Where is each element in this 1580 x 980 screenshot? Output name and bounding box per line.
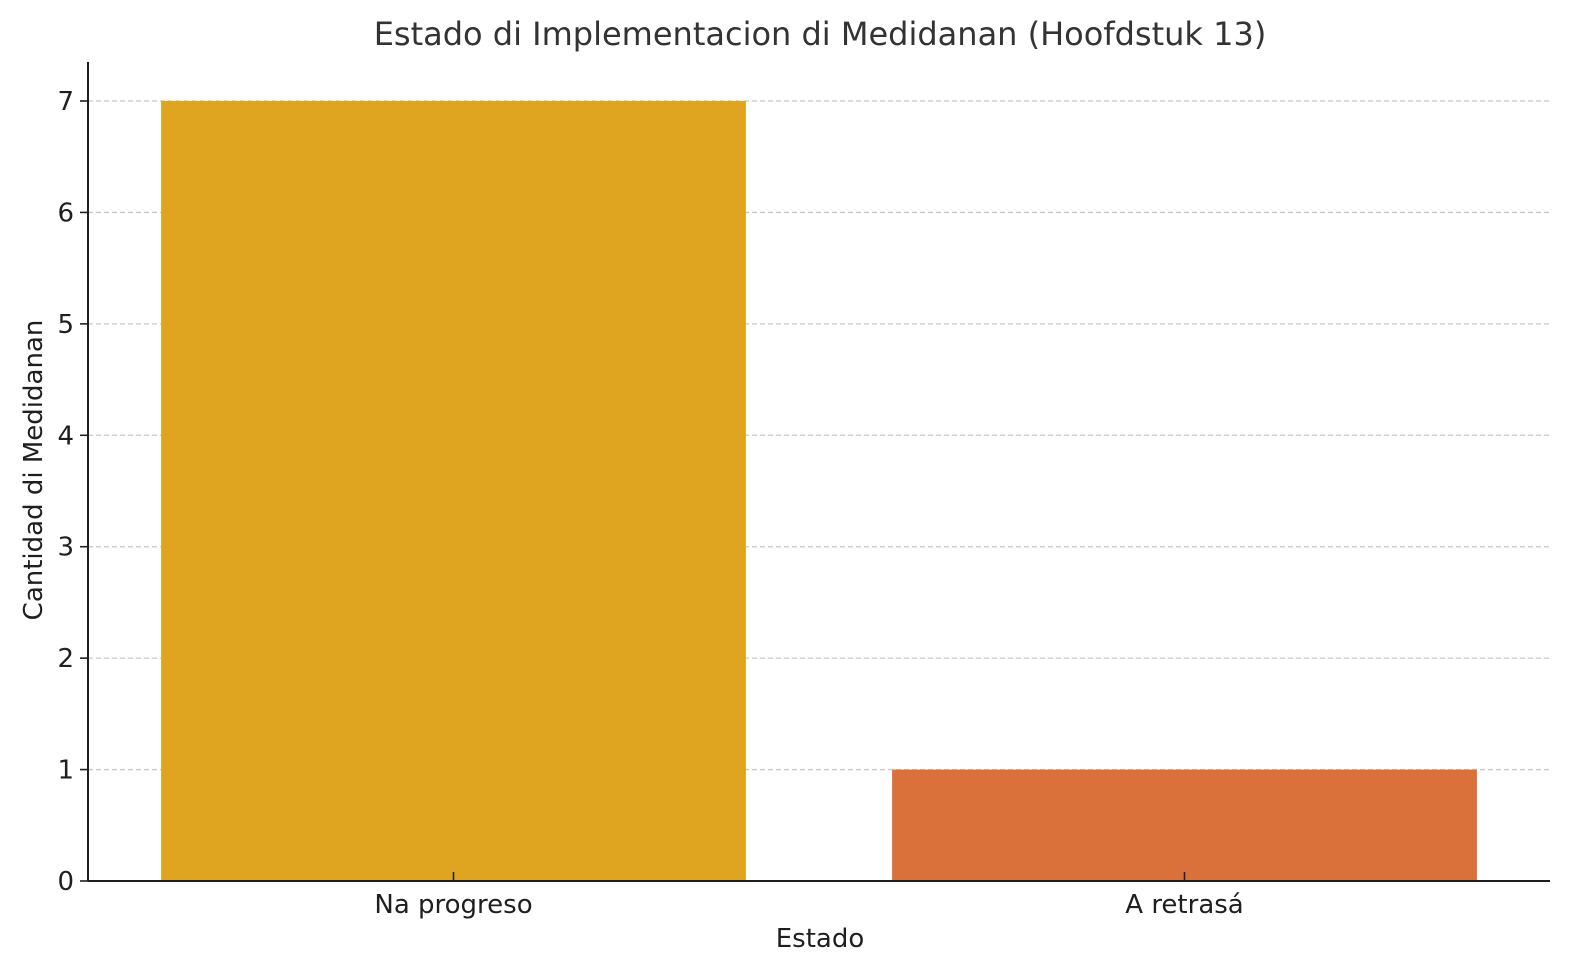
bars xyxy=(161,101,1477,881)
x-tick-label: Na progreso xyxy=(374,890,532,920)
chart-title: Estado di Implementacion di Medidanan (H… xyxy=(374,15,1267,53)
tick-labels: Na progreso A retrasá 0 1 2 3 4 5 6 7 xyxy=(57,87,1243,920)
axes xyxy=(80,62,1550,882)
y-tick-label: 1 xyxy=(57,756,74,786)
x-axis-label: Estado xyxy=(776,924,865,954)
y-axis-label: Cantidad di Medidanan xyxy=(19,320,49,621)
y-tick-label: 3 xyxy=(57,533,74,563)
y-tick-label: 5 xyxy=(57,310,74,340)
y-tick-label: 6 xyxy=(57,198,74,228)
bar xyxy=(892,769,1477,881)
y-tick-label: 7 xyxy=(57,87,74,117)
x-tick-label: A retrasá xyxy=(1125,890,1243,920)
y-tick-label: 0 xyxy=(57,867,74,897)
bar xyxy=(161,101,746,881)
y-tick-label: 4 xyxy=(57,421,74,451)
y-tick-label: 2 xyxy=(57,644,74,674)
